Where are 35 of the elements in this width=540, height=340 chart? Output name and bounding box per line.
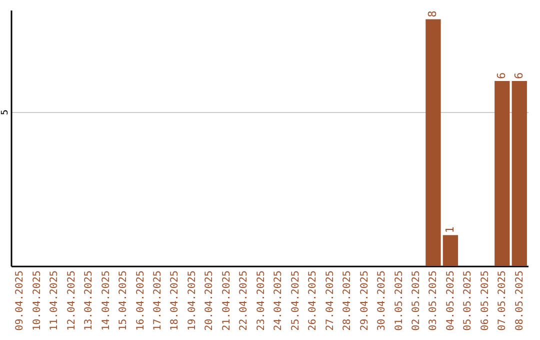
x-tick-label: 06.05.2025 bbox=[480, 270, 491, 331]
x-tick-label: 02.05.2025 bbox=[410, 270, 422, 331]
x-tick-label: 26.04.2025 bbox=[308, 270, 319, 331]
x-tick-label: 04.05.2025 bbox=[445, 270, 456, 331]
x-tick-label: 17.04.2025 bbox=[152, 270, 164, 331]
x-tick-label: 09.04.2025 bbox=[14, 270, 26, 331]
x-tick-label: 24.04.2025 bbox=[273, 270, 284, 331]
x-tick-label: 22.04.2025 bbox=[238, 270, 250, 331]
x-tick-label: 28.04.2025 bbox=[342, 270, 354, 331]
x-tick-label: 20.04.2025 bbox=[204, 270, 216, 331]
x-tick-label: 01.05.2025 bbox=[394, 270, 405, 331]
x-tick-label: 12.04.2025 bbox=[66, 270, 78, 331]
y-tick-label: 5 bbox=[0, 110, 10, 115]
x-tick-label: 15.04.2025 bbox=[118, 270, 130, 331]
x-tick-label: 11.04.2025 bbox=[49, 270, 60, 331]
x-tick-label: 03.05.2025 bbox=[428, 270, 440, 331]
x-tick-label: 05.05.2025 bbox=[462, 270, 474, 331]
x-tick-label: 23.04.2025 bbox=[256, 270, 267, 331]
data-label: 6 bbox=[495, 72, 508, 79]
x-tick-label: 08.05.2025 bbox=[514, 270, 526, 331]
data-label: 8 bbox=[426, 10, 440, 18]
x-tick-label: 27.04.2025 bbox=[324, 270, 336, 331]
data-label: 6 bbox=[512, 72, 526, 79]
x-tick-label: 30.04.2025 bbox=[376, 270, 388, 331]
x-tick-label: 29.04.2025 bbox=[359, 270, 370, 331]
x-tick-label: 18.04.2025 bbox=[170, 270, 181, 331]
data-label: 1 bbox=[443, 226, 456, 234]
x-tick-label: 07.05.2025 bbox=[497, 270, 508, 331]
x-tick-label: 19.04.2025 bbox=[186, 270, 198, 331]
x-tick-label: 10.04.2025 bbox=[32, 270, 43, 331]
x-tick-label: 16.04.2025 bbox=[135, 270, 146, 331]
x-tick-label: 25.04.2025 bbox=[290, 270, 302, 331]
x-tick-label: 13.04.2025 bbox=[84, 270, 95, 331]
x-tick-label: 14.04.2025 bbox=[100, 270, 112, 331]
x-tick-label: 21.04.2025 bbox=[221, 270, 232, 331]
